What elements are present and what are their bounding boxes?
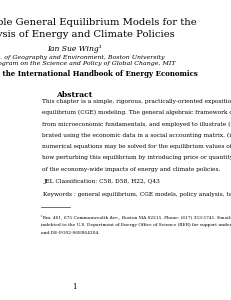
Text: of the economy-wide impacts of energy and climate policies.: of the economy-wide impacts of energy an…: [42, 167, 220, 172]
Text: how perturbing this equilibrium by introducing price or quantity distortions fac: how perturbing this equilibrium by intro…: [42, 155, 231, 160]
Text: JEL Classification: C58, D58, H22, Q43: JEL Classification: C58, D58, H22, Q43: [43, 179, 160, 184]
Text: 1: 1: [72, 283, 77, 291]
Text: numerical equations may be solved for the equilibrium values of economic variabl: numerical equations may be solved for th…: [42, 144, 231, 149]
Text: indebted to the U.S. Department of Energy Office of Science (BER) for support un: indebted to the U.S. Department of Energ…: [41, 223, 231, 227]
Text: Dept. of Geography and Environment, Boston University: Dept. of Geography and Environment, Bost…: [0, 55, 164, 60]
Text: Joint Program on the Science and Policy of Global Change, MIT: Joint Program on the Science and Policy …: [0, 61, 175, 66]
Text: This chapter is a simple, rigorous, practically-oriented exposition of computabl: This chapter is a simple, rigorous, prac…: [42, 99, 231, 104]
Text: from microeconomic fundamentals, and employed to illustrate (i) how a model may : from microeconomic fundamentals, and emp…: [42, 122, 231, 127]
Text: Analysis of Energy and Climate Policies: Analysis of Energy and Climate Policies: [0, 30, 175, 39]
Text: and DE-FG02-06ER64204.: and DE-FG02-06ER64204.: [41, 231, 100, 235]
Text: equilibrium (CGE) modeling. The general algebraic framework of a CGE model is de: equilibrium (CGE) modeling. The general …: [42, 110, 231, 116]
Text: Prepared for the International Handbook of Energy Economics: Prepared for the International Handbook …: [0, 70, 198, 78]
Text: Abstract: Abstract: [56, 91, 93, 99]
Text: Keywords : general equilibrium, CGE models, policy analysis, taxation: Keywords : general equilibrium, CGE mode…: [43, 192, 231, 197]
Text: Computable General Equilibrium Models for the: Computable General Equilibrium Models fo…: [0, 18, 197, 27]
Text: ¹Rm. 461, 675 Commonwealth Ave., Boston MA 02215. Phone: (617) 353-5741. Email: : ¹Rm. 461, 675 Commonwealth Ave., Boston …: [41, 214, 231, 219]
Text: brated using the economic data in a social accounting matrix, (ii) how the resul: brated using the economic data in a soci…: [42, 133, 231, 138]
Text: Ian Sue Wing¹: Ian Sue Wing¹: [47, 45, 102, 53]
